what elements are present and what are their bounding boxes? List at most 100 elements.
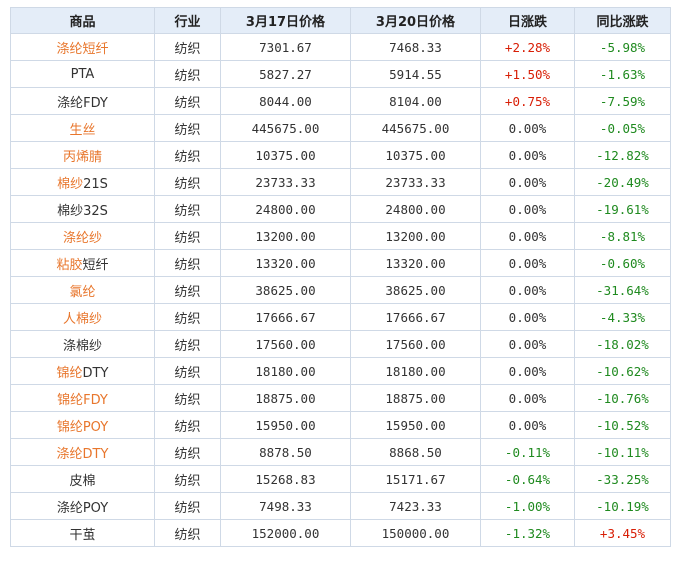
daily-change-cell: 0.00% [481,223,575,250]
commodity-link[interactable]: 丙烯腈 [63,150,102,165]
price-mar20-cell: 8104.00 [351,88,481,115]
yoy-change-cell: -10.19% [575,493,671,520]
commodity-name-cell: PTA [11,61,155,88]
commodity-link[interactable]: 人棉纱 [63,312,102,327]
industry-cell: 纺织 [155,142,221,169]
daily-change-cell: 0.00% [481,142,575,169]
header-commodity: 商品 [11,8,155,34]
industry-cell: 纺织 [155,115,221,142]
table-row: 涤纶纱 纺织 13200.00 13200.00 0.00% -8.81% [11,223,671,250]
yoy-change-cell: -0.05% [575,115,671,142]
commodity-link[interactable]: 锦纶POY [57,420,108,435]
daily-change-cell: 0.00% [481,277,575,304]
price-mar20-cell: 23733.33 [351,169,481,196]
commodity-link[interactable]: 涤纶短纤 [56,42,108,57]
daily-change-cell: 0.00% [481,115,575,142]
commodity-link[interactable]: 氯纶 [69,285,95,300]
industry-cell: 纺织 [155,277,221,304]
daily-change-cell: -0.11% [481,439,575,466]
table-row: 涤纶DTY 纺织 8878.50 8868.50 -0.11% -10.11% [11,439,671,466]
commodity-name-cell[interactable]: 粘胶短纤 [11,250,155,277]
price-mar17-cell: 8878.50 [221,439,351,466]
table-row: 粘胶短纤 纺织 13320.00 13320.00 0.00% -0.60% [11,250,671,277]
commodity-link[interactable]: 锦纶 [57,366,83,381]
commodity-name-cell[interactable]: 锦纶POY [11,412,155,439]
header-daily-change: 日涨跌 [481,8,575,34]
header-yoy-change: 同比涨跌 [575,8,671,34]
daily-change-cell: -1.32% [481,520,575,547]
daily-change-cell: 0.00% [481,412,575,439]
industry-cell: 纺织 [155,385,221,412]
price-mar20-cell: 17560.00 [351,331,481,358]
price-mar17-cell: 15950.00 [221,412,351,439]
commodity-link[interactable]: 锦纶FDY [57,393,108,408]
price-mar20-cell: 15171.67 [351,466,481,493]
table-row: 涤纶FDY 纺织 8044.00 8104.00 +0.75% -7.59% [11,88,671,115]
commodity-name-cell[interactable]: 锦纶DTY [11,358,155,385]
price-mar17-cell: 5827.27 [221,61,351,88]
yoy-change-cell: +3.45% [575,520,671,547]
commodity-price-table: 商品 行业 3月17日价格 3月20日价格 日涨跌 同比涨跌 涤纶短纤 纺织 730… [10,7,671,547]
industry-cell: 纺织 [155,439,221,466]
commodity-link[interactable]: 涤纶DTY [57,447,109,462]
yoy-change-cell: -33.25% [575,466,671,493]
header-industry: 行业 [155,8,221,34]
price-mar17-cell: 10375.00 [221,142,351,169]
price-mar17-cell: 13320.00 [221,250,351,277]
industry-cell: 纺织 [155,412,221,439]
price-mar20-cell: 13320.00 [351,250,481,277]
price-mar20-cell: 18180.00 [351,358,481,385]
commodity-name-cell[interactable]: 棉纱21S [11,169,155,196]
daily-change-cell: 0.00% [481,250,575,277]
price-mar17-cell: 18875.00 [221,385,351,412]
commodity-name-cell[interactable]: 涤纶短纤 [11,34,155,61]
price-mar17-cell: 8044.00 [221,88,351,115]
price-mar20-cell: 38625.00 [351,277,481,304]
commodity-name-cell[interactable]: 丙烯腈 [11,142,155,169]
price-mar17-cell: 152000.00 [221,520,351,547]
price-mar17-cell: 18180.00 [221,358,351,385]
price-mar20-cell: 18875.00 [351,385,481,412]
table-row: 棉纱32S 纺织 24800.00 24800.00 0.00% -19.61% [11,196,671,223]
commodity-name-suffix: DTY [83,366,109,381]
price-mar17-cell: 24800.00 [221,196,351,223]
industry-cell: 纺织 [155,169,221,196]
price-mar17-cell: 17666.67 [221,304,351,331]
commodity-name-suffix: 21S [83,177,108,192]
table-row: 丙烯腈 纺织 10375.00 10375.00 0.00% -12.82% [11,142,671,169]
daily-change-cell: +2.28% [481,34,575,61]
industry-cell: 纺织 [155,493,221,520]
yoy-change-cell: -10.76% [575,385,671,412]
commodity-link[interactable]: 涤纶纱 [63,231,102,246]
commodity-name-cell[interactable]: 涤纶DTY [11,439,155,466]
commodity-name-cell[interactable]: 人棉纱 [11,304,155,331]
yoy-change-cell: -0.60% [575,250,671,277]
price-mar20-cell: 10375.00 [351,142,481,169]
table-row: 涤纶短纤 纺织 7301.67 7468.33 +2.28% -5.98% [11,34,671,61]
commodity-name-cell: 涤纶FDY [11,88,155,115]
industry-cell: 纺织 [155,88,221,115]
commodity-link[interactable]: 生丝 [69,123,95,138]
commodity-link[interactable]: 棉纱 [57,177,83,192]
commodity-name-cell[interactable]: 锦纶FDY [11,385,155,412]
commodity-name-cell[interactable]: 氯纶 [11,277,155,304]
price-mar17-cell: 23733.33 [221,169,351,196]
industry-cell: 纺织 [155,520,221,547]
daily-change-cell: 0.00% [481,358,575,385]
price-mar17-cell: 7301.67 [221,34,351,61]
industry-cell: 纺织 [155,61,221,88]
commodity-name-cell[interactable]: 涤纶纱 [11,223,155,250]
price-mar17-cell: 445675.00 [221,115,351,142]
header-price-mar17: 3月17日价格 [221,8,351,34]
industry-cell: 纺织 [155,304,221,331]
yoy-change-cell: -10.52% [575,412,671,439]
table-row: 涤棉纱 纺织 17560.00 17560.00 0.00% -18.02% [11,331,671,358]
daily-change-cell: +0.75% [481,88,575,115]
header-price-mar20: 3月20日价格 [351,8,481,34]
commodity-link[interactable]: 粘胶 [56,258,82,273]
price-mar20-cell: 7423.33 [351,493,481,520]
price-mar17-cell: 7498.33 [221,493,351,520]
yoy-change-cell: -7.59% [575,88,671,115]
commodity-name-cell[interactable]: 生丝 [11,115,155,142]
yoy-change-cell: -31.64% [575,277,671,304]
